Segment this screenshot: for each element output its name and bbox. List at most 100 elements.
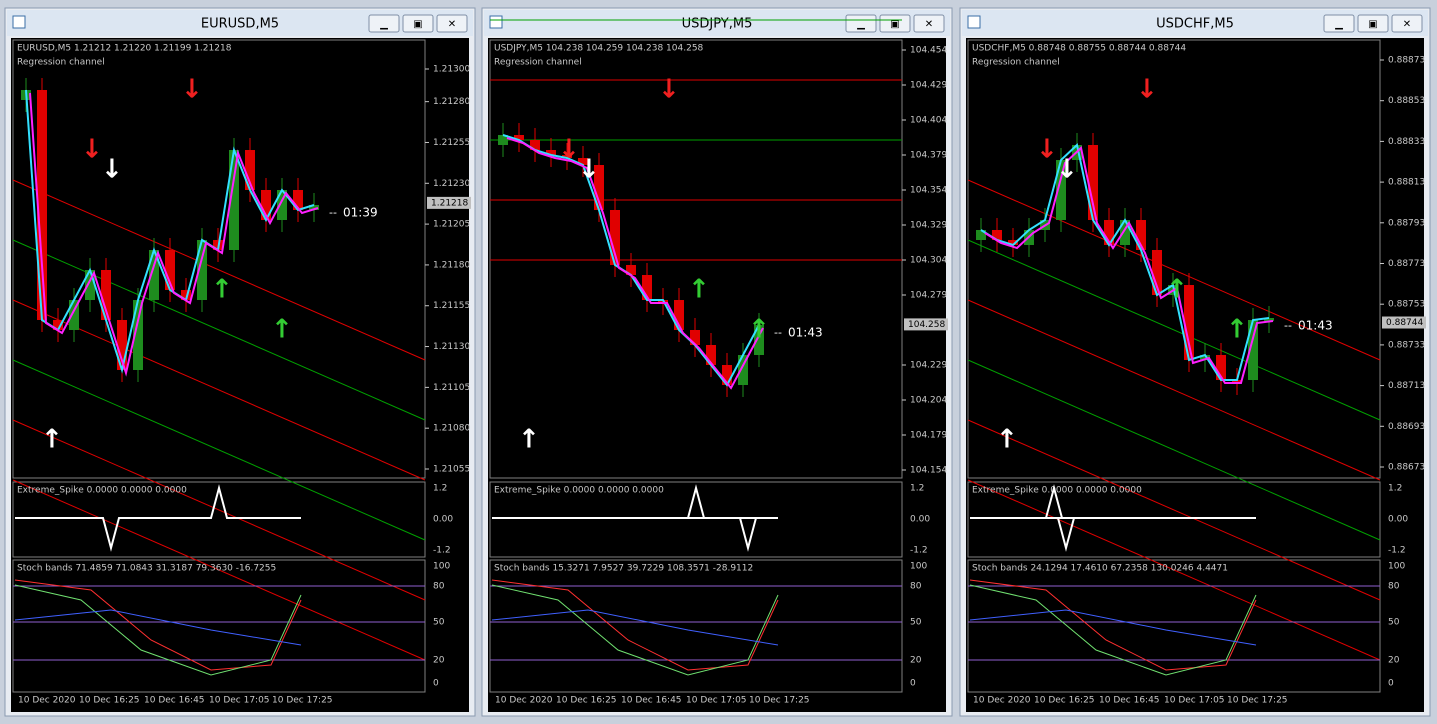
signal-arrow: ↓: [558, 135, 580, 165]
window-title: USDCHF,M5: [1156, 17, 1234, 32]
candle: [976, 230, 986, 240]
chart-area: [11, 38, 469, 712]
stoch-signal: [14, 584, 302, 676]
maximize-button[interactable]: [1357, 14, 1389, 33]
pane-border: [12, 481, 426, 558]
ma-cyan: [25, 89, 315, 374]
signal-arrow: ↓: [181, 75, 203, 105]
window-icon: [12, 15, 26, 29]
candle: [101, 270, 111, 320]
stoch-main: [969, 579, 1257, 671]
regression-line: [12, 179, 426, 361]
candle: [610, 210, 620, 265]
bar-timer: 01:39: [343, 206, 378, 220]
close-button[interactable]: [913, 14, 945, 33]
current-price: 0.88744: [1386, 318, 1423, 328]
candle: [578, 158, 588, 165]
price-tick-label: 0.88693: [1388, 422, 1425, 432]
candle: [546, 150, 556, 155]
maximize-button[interactable]: [402, 14, 434, 33]
candle: [1184, 285, 1194, 360]
price-tick-label: 1.21130: [433, 342, 470, 352]
candle: [642, 275, 652, 300]
time-label: 10 Dec 16:25: [79, 696, 140, 706]
candle: [498, 135, 508, 145]
pane-border: [489, 481, 903, 558]
minimize-button[interactable]: [1323, 14, 1355, 33]
pane-border: [967, 559, 1381, 693]
window-icon: [489, 15, 503, 29]
price-tick-label: 1.21255: [433, 138, 470, 148]
minimize-button[interactable]: [368, 14, 400, 33]
candle: [754, 325, 764, 355]
time-label: 10 Dec 17:25: [1227, 696, 1288, 706]
candle: [1056, 160, 1066, 220]
regression-line: [12, 479, 426, 661]
stoch-tick-label: 0: [910, 679, 916, 689]
stoch-main: [491, 579, 779, 671]
stoch-tick-label: 100: [1388, 562, 1405, 572]
stoch-tick-label: 20: [433, 656, 445, 666]
time-label: 10 Dec 2020: [495, 696, 553, 706]
price-tick-label: 0.88853: [1388, 96, 1425, 106]
price-tick-label: 104.279: [910, 291, 947, 301]
minimize-glyph: ▁: [379, 19, 388, 30]
price-tick-label: 0.88873: [1388, 56, 1425, 66]
signal-arrow: ↑: [41, 425, 63, 455]
signal-arrow: ↑: [996, 425, 1018, 455]
signal-arrow: ↓: [1136, 75, 1158, 105]
regression-line: [967, 419, 1381, 601]
stoch-band: [969, 609, 1257, 646]
signal-arrow: ↑: [688, 275, 710, 305]
regression-line: [12, 419, 426, 601]
candle: [514, 135, 524, 140]
time-label: 10 Dec 17:05: [686, 696, 747, 706]
close-button[interactable]: [1391, 14, 1423, 33]
price-tick-label: 104.454: [910, 46, 947, 56]
candle: [1200, 355, 1210, 360]
current-price: 1.21218: [431, 198, 468, 208]
time-label: 10 Dec 16:25: [1034, 696, 1095, 706]
close-button[interactable]: [436, 14, 468, 33]
ma-cyan: [980, 143, 1270, 381]
spike-tick-label: 1.2: [433, 484, 447, 494]
price-tick-label: 1.21205: [433, 220, 470, 230]
close-glyph: ✕: [448, 19, 456, 30]
signal-arrow: ↓: [101, 155, 123, 185]
candle: [690, 330, 700, 345]
bar-timer-dash: --: [1284, 319, 1292, 332]
ma-magenta: [984, 146, 1274, 384]
spike-tick-label: 1.2: [910, 484, 924, 494]
candle: [674, 300, 684, 330]
maximize-button[interactable]: [879, 14, 911, 33]
spike-line: [970, 484, 1256, 552]
signal-arrow: ↑: [211, 275, 233, 305]
minimize-glyph: ▁: [1334, 19, 1343, 30]
price-tick-label: 1.21180: [433, 260, 470, 270]
candle: [1232, 380, 1242, 383]
candle: [85, 270, 95, 300]
spike-tick-label: -1.2: [433, 546, 451, 556]
candle: [261, 190, 271, 220]
spike-line: [15, 484, 301, 552]
price-tick-label: 0.88673: [1388, 463, 1425, 473]
stoch-tick-label: 100: [433, 562, 450, 572]
stoch-tick-label: 20: [910, 656, 922, 666]
signal-arrow: ↑: [271, 315, 293, 345]
regression-line: [967, 299, 1381, 481]
signal-arrow: ↓: [658, 75, 680, 105]
candle: [37, 90, 47, 320]
minimize-button[interactable]: [845, 14, 877, 33]
price-tick-label: 104.429: [910, 81, 947, 91]
close-glyph: ✕: [1403, 19, 1411, 30]
spike-tick-label: 0.00: [433, 515, 453, 525]
price-tick-label: 0.88793: [1388, 218, 1425, 228]
price-tick-label: 104.154: [910, 466, 947, 476]
indicator-name: Regression channel: [972, 58, 1060, 68]
signal-arrow: ↑: [1226, 315, 1248, 345]
candle: [309, 205, 319, 210]
maximize-glyph: ▣: [1368, 19, 1377, 30]
time-label: 10 Dec 2020: [18, 696, 76, 706]
spike-tick-label: -1.2: [1388, 546, 1406, 556]
